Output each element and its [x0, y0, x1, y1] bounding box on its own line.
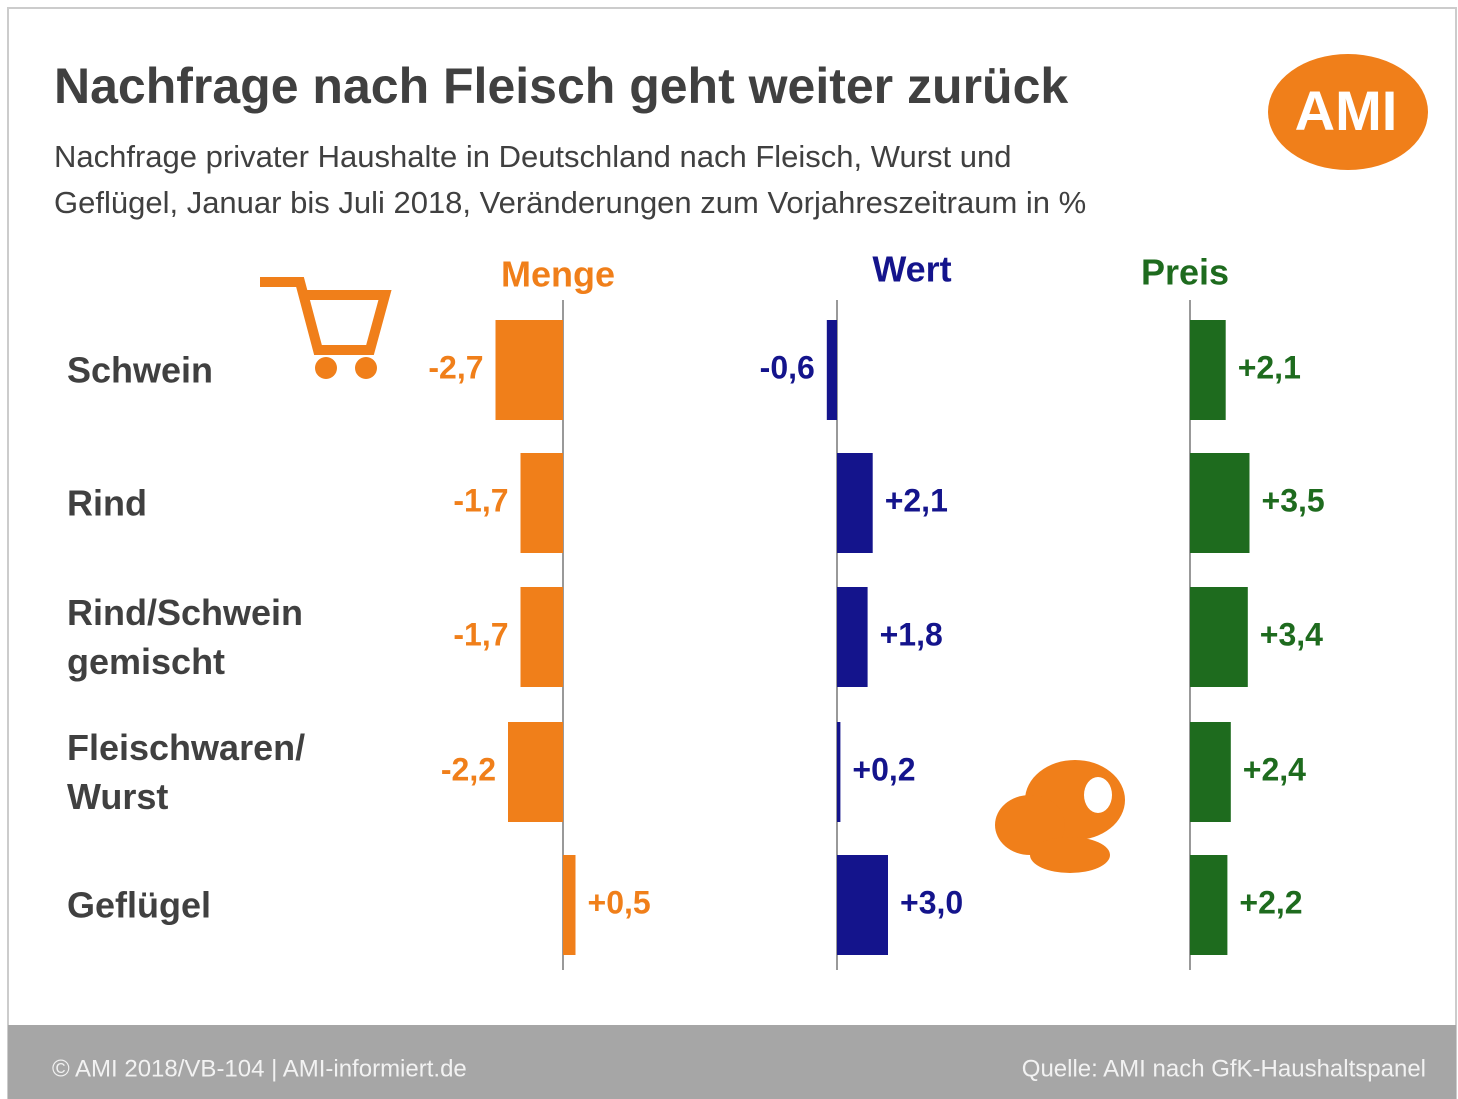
bar: [837, 722, 841, 822]
value-label: -2,2: [441, 751, 496, 787]
bar: [1190, 587, 1248, 687]
bar: [520, 453, 563, 553]
footer-left: © AMI 2018/VB-104 | AMI-informiert.de: [52, 1055, 467, 1082]
category-label: Fleischwaren/ Wurst: [67, 727, 306, 817]
bar: [1190, 320, 1226, 420]
bar: [837, 453, 873, 553]
value-label: +3,0: [900, 884, 963, 920]
value-label: +0,5: [588, 884, 651, 920]
bar: [520, 587, 563, 687]
bar: [826, 320, 837, 420]
bar: [563, 855, 576, 955]
bar: [837, 587, 868, 687]
value-label: +2,1: [1238, 349, 1301, 385]
logo: AMI: [1295, 79, 1398, 142]
value-label: -1,7: [453, 482, 508, 518]
meat-icon: [995, 760, 1125, 873]
panel-header: Preis: [1141, 252, 1229, 293]
chart-title: Nachfrage nach Fleisch geht weiter zurüc…: [54, 58, 1068, 114]
bar: [1190, 453, 1250, 553]
footer-band: [8, 1025, 1456, 1099]
bar: [1190, 855, 1228, 955]
value-label: +3,4: [1260, 616, 1323, 652]
value-label: -2,7: [428, 349, 483, 385]
value-label: +0,2: [852, 751, 915, 787]
category-label: Rind: [67, 482, 147, 524]
value-label: +2,1: [885, 482, 948, 518]
category-label: Rind/Schwein gemischt: [67, 592, 304, 682]
logo-shape: [1268, 54, 1428, 170]
value-label: -0,6: [760, 349, 815, 385]
chart-subtitle: Nachfrage privater Haushalte in Deutschl…: [54, 139, 1087, 220]
value-label: +1,8: [880, 616, 943, 652]
category-label: Schwein: [67, 349, 214, 391]
bar: [495, 320, 563, 420]
value-label: +3,5: [1262, 482, 1325, 518]
footer-right: Quelle: AMI nach GfK-Haushaltspanel: [1022, 1055, 1426, 1082]
bar: [837, 855, 888, 955]
cart-icon: [260, 277, 392, 379]
category-label: Geflügel: [67, 884, 212, 926]
bar: [508, 722, 563, 822]
value-label: -1,7: [453, 616, 508, 652]
panel-header: Wert: [872, 249, 951, 290]
panel-header: Menge: [501, 254, 615, 295]
value-label: +2,2: [1239, 884, 1302, 920]
bar: [1190, 722, 1231, 822]
value-label: +2,4: [1243, 751, 1306, 787]
